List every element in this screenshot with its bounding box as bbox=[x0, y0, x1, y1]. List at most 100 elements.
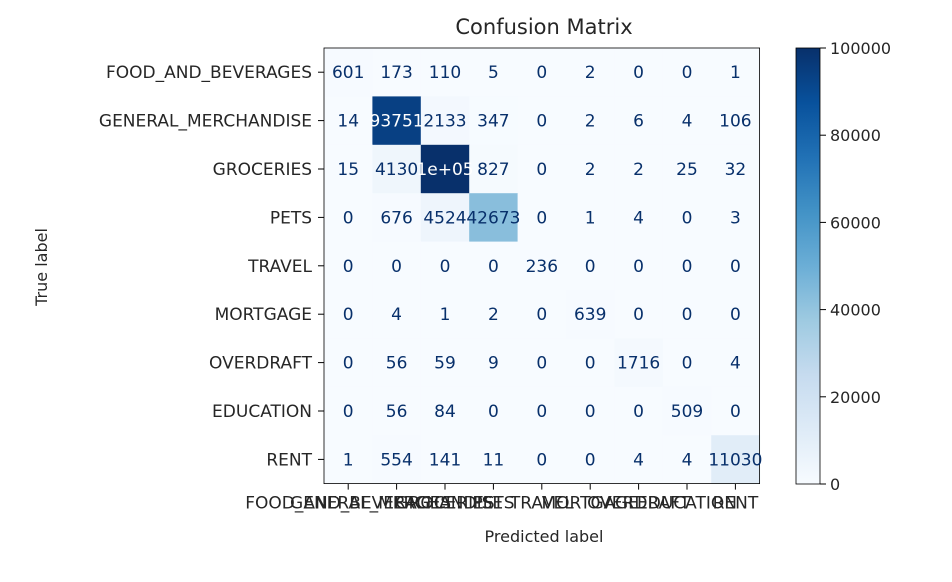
matrix-cell-3-7 bbox=[662, 193, 712, 243]
cell-label-8-4: 0 bbox=[536, 450, 547, 470]
cell-label-7-4: 0 bbox=[536, 402, 547, 422]
matrix-cell-0-2 bbox=[420, 48, 470, 97]
cell-label-0-7: 0 bbox=[682, 63, 693, 83]
matrix-cell-1-4 bbox=[517, 96, 567, 146]
matrix-cell-3-8 bbox=[711, 193, 761, 243]
y-tick-label-6: OVERDRAFT bbox=[209, 354, 313, 374]
cell-label-3-0: 0 bbox=[343, 208, 354, 228]
cell-label-8-5: 0 bbox=[585, 450, 596, 470]
cell-label-7-2: 84 bbox=[434, 402, 456, 422]
x-tick-label-8: RENT bbox=[713, 494, 759, 514]
cell-label-6-1: 56 bbox=[386, 354, 408, 374]
matrix-cell-5-0 bbox=[324, 290, 373, 339]
matrix-cell-0-5 bbox=[566, 48, 615, 97]
matrix-cell-3-3 bbox=[469, 193, 519, 243]
matrix-cell-5-4 bbox=[517, 290, 567, 339]
x-tick-label-2: GROCERIES bbox=[395, 494, 494, 514]
cell-label-4-6: 0 bbox=[633, 257, 644, 277]
matrix-cell-6-2 bbox=[420, 338, 470, 388]
y-tick-label-3: PETS bbox=[270, 208, 312, 228]
cell-label-3-3: 42673 bbox=[466, 208, 520, 228]
colorbar-tick-label-2: 40000 bbox=[830, 301, 881, 320]
matrix-cell-7-7 bbox=[662, 386, 712, 436]
matrix-cell-4-0 bbox=[324, 241, 373, 291]
x-tick-label-3: PETS bbox=[472, 494, 514, 514]
matrix-cell-0-4 bbox=[517, 48, 567, 97]
cell-label-5-3: 2 bbox=[488, 305, 499, 325]
matrix-cell-5-1 bbox=[372, 290, 422, 339]
matrix-cell-0-8 bbox=[711, 48, 761, 97]
matrix-cell-2-4 bbox=[517, 144, 567, 194]
matrix-cell-8-1 bbox=[372, 435, 422, 485]
matrix-cell-4-1 bbox=[372, 241, 422, 291]
matrix-cell-3-0 bbox=[324, 193, 373, 243]
cell-label-1-6: 6 bbox=[633, 112, 644, 132]
matrix-cells bbox=[323, 47, 761, 485]
matrix-cell-2-7 bbox=[662, 144, 712, 194]
matrix-cell-6-0 bbox=[324, 338, 373, 388]
matrix-cell-8-3 bbox=[469, 435, 519, 485]
colorbar-tick-label-4: 80000 bbox=[830, 126, 881, 145]
matrix-cell-4-4 bbox=[517, 241, 567, 291]
cell-label-7-5: 0 bbox=[585, 402, 596, 422]
y-tick-label-5: MORTGAGE bbox=[215, 305, 312, 325]
cell-label-5-0: 0 bbox=[343, 305, 354, 325]
x-tick-label-6: OVERDRAFT bbox=[587, 494, 691, 514]
matrix-cell-1-1 bbox=[372, 96, 422, 146]
matrix-cell-5-2 bbox=[420, 290, 470, 339]
matrix-cell-8-8 bbox=[711, 435, 761, 485]
matrix-cell-3-1 bbox=[372, 193, 422, 243]
matrix-cell-4-2 bbox=[420, 241, 470, 291]
cell-label-8-0: 1 bbox=[343, 450, 354, 470]
cell-label-1-2: 2133 bbox=[423, 112, 466, 132]
matrix-cell-0-6 bbox=[614, 48, 664, 97]
cell-label-1-1: 93751 bbox=[370, 112, 424, 132]
matrix-cell-4-8 bbox=[711, 241, 761, 291]
x-tick-label-0: FOOD_AND_BEVERAGES bbox=[245, 494, 451, 514]
cell-label-3-2: 4524 bbox=[423, 208, 466, 228]
matrix-cell-4-3 bbox=[469, 241, 519, 291]
y-ticks: FOOD_AND_BEVERAGES GENERAL_MERCHANDISE GRO… bbox=[99, 63, 324, 470]
colorbar-tick-label-0: 0 bbox=[830, 475, 840, 494]
matrix-cell-6-6 bbox=[614, 338, 664, 388]
matrix-cell-8-5 bbox=[566, 435, 615, 485]
x-tick-label-1: GENERAL_MERCHANDISE bbox=[290, 494, 503, 514]
cell-label-0-6: 0 bbox=[633, 63, 644, 83]
cell-label-2-2: 1e+05 bbox=[416, 160, 473, 180]
cell-label-7-0: 0 bbox=[343, 402, 354, 422]
cell-label-7-7: 509 bbox=[671, 402, 703, 422]
cell-label-5-4: 0 bbox=[536, 305, 547, 325]
matrix-cell-1-7 bbox=[662, 96, 712, 146]
cell-label-6-6: 1716 bbox=[617, 354, 660, 374]
cell-label-3-7: 0 bbox=[682, 208, 693, 228]
matrix-cell-2-2 bbox=[420, 144, 470, 194]
matrix-cell-1-6 bbox=[614, 96, 664, 146]
matrix-cell-2-6 bbox=[614, 144, 664, 194]
cell-label-8-7: 4 bbox=[682, 450, 693, 470]
cell-label-4-3: 0 bbox=[488, 257, 499, 277]
matrix-cell-5-5 bbox=[566, 290, 615, 339]
x-ticks: FOOD_AND_BEVERAGESGENERAL_MERCHANDISEGRO… bbox=[245, 483, 759, 514]
matrix-cell-7-1 bbox=[372, 386, 422, 436]
y-tick-label-8: RENT bbox=[266, 450, 312, 470]
chart-title: Confusion Matrix bbox=[455, 15, 632, 39]
colorbar-tick-label-1: 20000 bbox=[830, 388, 881, 407]
cell-label-5-1: 4 bbox=[391, 305, 402, 325]
y-tick-label-7: EDUCATION bbox=[212, 402, 312, 422]
matrix-cell-8-2 bbox=[420, 435, 470, 485]
matrix-cell-6-8 bbox=[711, 338, 761, 388]
y-tick-label-2: GROCERIES bbox=[213, 160, 312, 180]
cell-label-5-2: 1 bbox=[440, 305, 451, 325]
colorbar-tick-label-3: 60000 bbox=[830, 213, 881, 232]
cell-label-0-1: 173 bbox=[380, 63, 412, 83]
matrix-cell-7-3 bbox=[469, 386, 519, 436]
cell-label-7-1: 56 bbox=[386, 402, 408, 422]
cell-label-2-3: 827 bbox=[477, 160, 509, 180]
cell-label-5-7: 0 bbox=[682, 305, 693, 325]
cell-label-6-2: 59 bbox=[434, 354, 456, 374]
matrix-cell-0-0 bbox=[324, 48, 373, 97]
y-tick-label-4: TRAVEL bbox=[247, 257, 312, 277]
cell-label-6-5: 0 bbox=[585, 354, 596, 374]
colorbar-tick-label-5: 100000 bbox=[830, 39, 891, 58]
